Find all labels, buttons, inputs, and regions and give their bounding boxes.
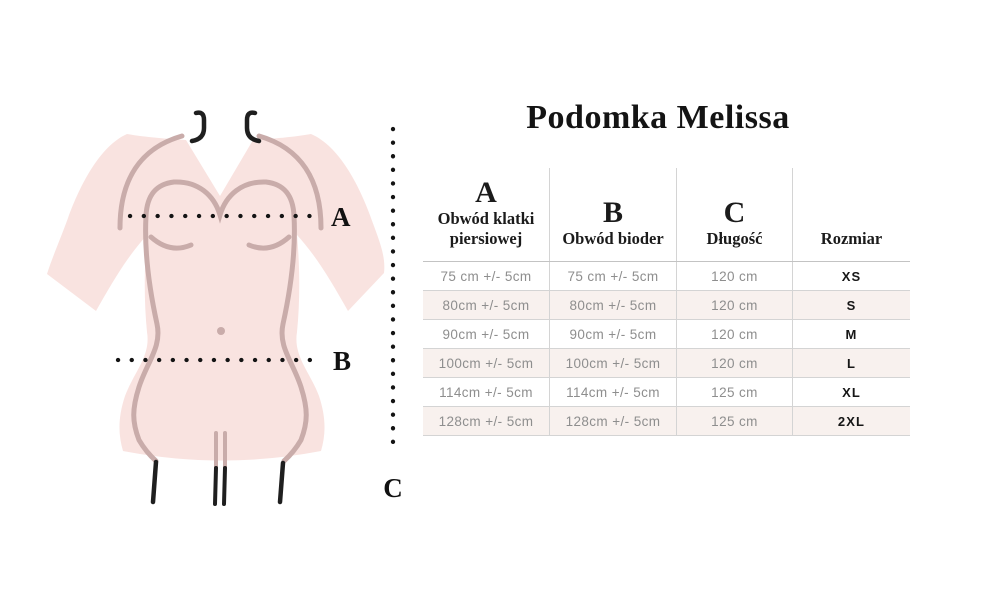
- header-label-length: Długość: [706, 229, 763, 248]
- cell-bust: 100cm +/- 5cm: [423, 349, 550, 377]
- cell-size: S: [846, 297, 857, 313]
- table-row-2xl: 128cm +/- 5cm 128cm +/- 5cm 125 cm 2XL: [423, 407, 910, 436]
- cell-length: 120 cm: [677, 349, 793, 377]
- table-row-s: 80cm +/- 5cm 80cm +/- 5cm 120 cm S: [423, 291, 910, 320]
- cell-hips: 114cm +/- 5cm: [550, 378, 677, 406]
- hanger-hook-right-icon: [244, 110, 262, 144]
- cell-hips: 100cm +/- 5cm: [550, 349, 677, 377]
- table-row-xl: 114cm +/- 5cm 114cm +/- 5cm 125 cm XL: [423, 378, 910, 407]
- header-length: C Długość: [677, 168, 793, 261]
- left-underbust-seam: [148, 234, 194, 251]
- cell-length: 120 cm: [677, 291, 793, 319]
- header-letter-c: C: [723, 196, 746, 229]
- product-title: Podomka Melissa: [526, 99, 790, 136]
- left-side-seam: [131, 213, 161, 464]
- cord-end-right: [277, 460, 286, 505]
- header-label-bust-line1: Obwód klatki: [437, 209, 535, 228]
- cell-size: L: [846, 355, 857, 371]
- cell-bust: 114cm +/- 5cm: [423, 378, 550, 406]
- cell-hips: 75 cm +/- 5cm: [550, 262, 677, 290]
- cell-size: 2XL: [837, 413, 866, 429]
- cord-end-left: [150, 459, 159, 505]
- garment-silhouette: [47, 134, 385, 461]
- cell-size: M: [845, 326, 858, 342]
- table-row-xs: 75 cm +/- 5cm 75 cm +/- 5cm 120 cm XS: [423, 262, 910, 291]
- cell-length: 125 cm: [677, 378, 793, 406]
- belly-button-dot: [217, 327, 225, 335]
- header-label-hips: Obwód bioder: [562, 229, 664, 248]
- right-side-seam: [279, 213, 309, 464]
- header-bust: A Obwód klatki piersiowej: [423, 168, 550, 261]
- tie-strap-left-end: [213, 466, 218, 506]
- label-b: B: [333, 346, 351, 376]
- garment-seam-lines: [117, 133, 324, 470]
- label-c: C: [383, 473, 403, 503]
- garment-diagram: A B C: [47, 110, 403, 506]
- header-letter-b: B: [602, 196, 623, 229]
- cell-hips: 128cm +/- 5cm: [550, 407, 677, 435]
- cell-length: 120 cm: [677, 262, 793, 290]
- header-size: Rozmiar: [793, 168, 910, 261]
- header-hips: B Obwód bioder: [550, 168, 677, 261]
- cell-hips: 80cm +/- 5cm: [550, 291, 677, 319]
- cell-hips: 90cm +/- 5cm: [550, 320, 677, 348]
- size-table: A Obwód klatki piersiowej B Obwód bioder…: [423, 168, 910, 436]
- cell-bust: 128cm +/- 5cm: [423, 407, 550, 435]
- cell-bust: 75 cm +/- 5cm: [423, 262, 550, 290]
- left-shoulder-seam: [117, 133, 185, 231]
- measurement-labels: A B C: [331, 202, 403, 503]
- table-header-row: A Obwód klatki piersiowej B Obwód bioder…: [423, 168, 910, 262]
- header-letter-a: A: [475, 176, 497, 209]
- hanger-hook-left-icon: [189, 110, 207, 144]
- sweetheart-neckline: [143, 179, 297, 224]
- cell-bust: 80cm +/- 5cm: [423, 291, 550, 319]
- table-row-l: 100cm +/- 5cm 100cm +/- 5cm 120 cm L: [423, 349, 910, 378]
- table-row-m: 90cm +/- 5cm 90cm +/- 5cm 120 cm M: [423, 320, 910, 349]
- cell-length: 120 cm: [677, 320, 793, 348]
- garment-dark-details: [150, 110, 286, 506]
- cell-size: XL: [842, 384, 861, 400]
- measurement-lines: [115, 126, 396, 455]
- label-a: A: [331, 202, 351, 232]
- cell-size: XS: [841, 268, 862, 284]
- right-underbust-seam: [246, 234, 292, 251]
- header-label-size: Rozmiar: [820, 229, 883, 248]
- tie-strap-right-end: [222, 466, 227, 506]
- cell-bust: 90cm +/- 5cm: [423, 320, 550, 348]
- right-shoulder-seam: [256, 133, 324, 231]
- header-label-bust-line2: piersiowej: [449, 229, 523, 248]
- cell-length: 125 cm: [677, 407, 793, 435]
